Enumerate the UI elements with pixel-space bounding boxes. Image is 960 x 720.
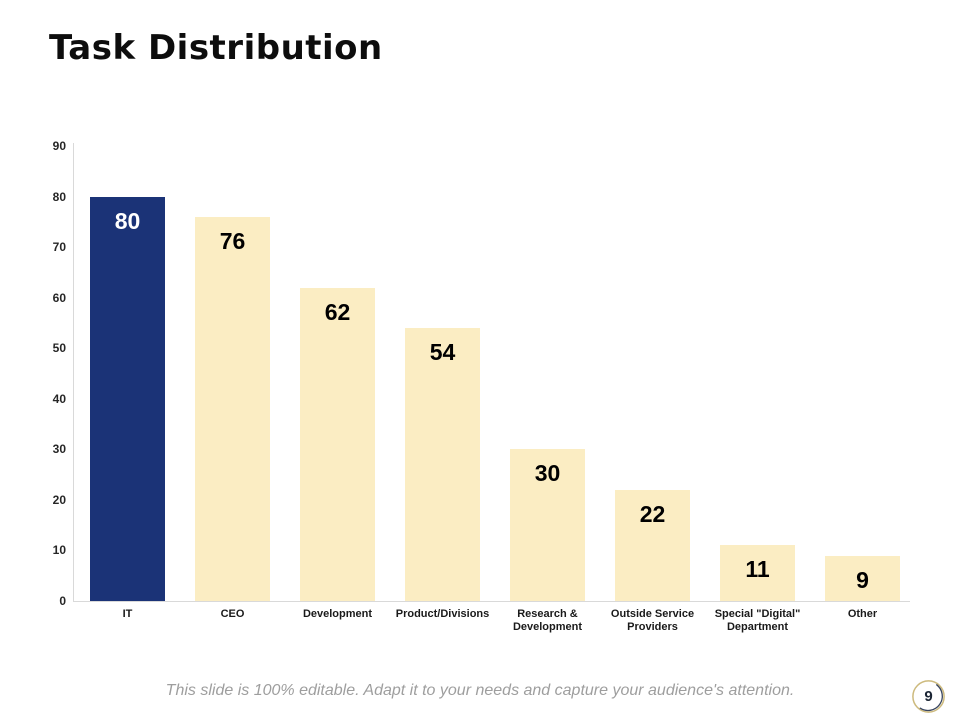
x-category-label: Product/Divisions xyxy=(395,608,490,620)
y-tick-label: 20 xyxy=(52,493,66,507)
bar-Outside Service Providers: 22 xyxy=(615,490,690,601)
y-tick-label: 30 xyxy=(52,442,66,456)
bar-value-label: 54 xyxy=(429,339,456,365)
page-number: 9 xyxy=(924,688,933,705)
y-tick-label: 80 xyxy=(52,190,66,204)
bar-CEO: 76 xyxy=(195,217,270,601)
bar-IT: 80 xyxy=(90,197,165,601)
x-category-label: Other xyxy=(847,608,878,620)
badge-dark-arc xyxy=(919,684,943,712)
bar-Special "Digital" Department: 11 xyxy=(720,545,795,601)
bar-value-label: 80 xyxy=(114,208,141,234)
y-tick-label: 40 xyxy=(52,392,66,406)
bar-value-label: 30 xyxy=(534,460,561,486)
bar-Research & Development: 30 xyxy=(510,449,585,601)
bar-value-label: 11 xyxy=(745,556,770,582)
x-category-label: IT xyxy=(122,608,133,620)
badge-gold-circle xyxy=(912,680,945,713)
x-category-label: Research & Development xyxy=(512,608,583,633)
x-category-label: Special "Digital" Department xyxy=(714,608,801,633)
y-tick-label: 50 xyxy=(52,341,66,355)
y-tick-label: 0 xyxy=(59,594,66,608)
x-axis-line xyxy=(73,601,910,602)
x-category-label: CEO xyxy=(220,608,245,620)
y-tick-label: 60 xyxy=(52,291,66,305)
footer-note: This slide is 100% editable. Adapt it to… xyxy=(165,682,795,699)
bar-Product/Divisions: 54 xyxy=(405,328,480,601)
bar-value-label: 22 xyxy=(639,501,666,527)
badge-ring-icon xyxy=(912,680,945,713)
y-axis-line xyxy=(73,143,74,602)
bar-Other: 9 xyxy=(825,556,900,601)
bar-Development: 62 xyxy=(300,288,375,601)
bar-value-label: 76 xyxy=(219,228,246,254)
x-category-label: Development xyxy=(302,608,373,620)
bar-value-label: 62 xyxy=(324,299,351,325)
y-tick-label: 90 xyxy=(52,139,66,153)
page-number-badge: 9 xyxy=(911,679,946,714)
bar-value-label: 9 xyxy=(856,567,869,593)
x-category-label: Outside Service Providers xyxy=(610,608,695,633)
y-tick-label: 70 xyxy=(52,240,66,254)
y-tick-label: 10 xyxy=(52,543,66,557)
slide-title: Task Distribution xyxy=(49,28,383,68)
